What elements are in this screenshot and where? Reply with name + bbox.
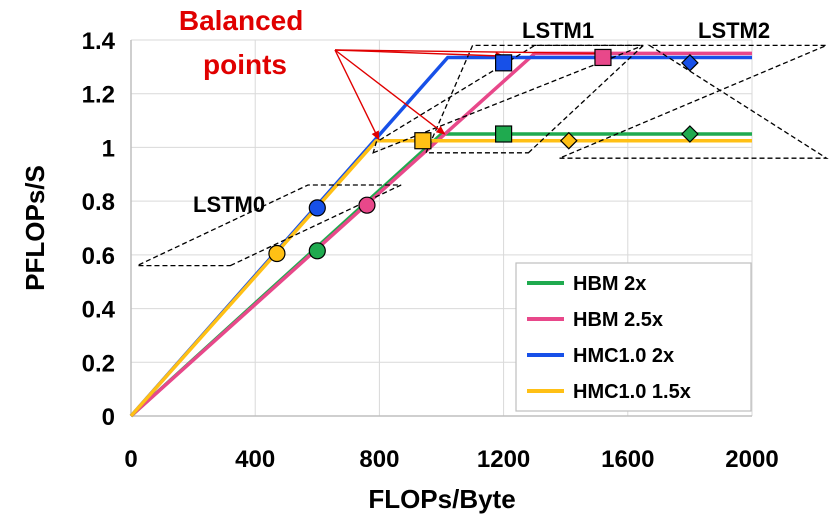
lstm1-region: [372, 44, 644, 154]
lstm1-region-inner: [425, 44, 645, 154]
marker-square: [594, 48, 612, 67]
balanced-arrow: [334, 49, 380, 141]
legend-label: HMC1.0 1.5x: [573, 381, 691, 403]
marker-circle: [358, 196, 376, 214]
lstm2-label: LSTM2: [698, 18, 770, 43]
y-tick-label: 0.6: [82, 243, 115, 270]
balanced-points-label: Balanced points: [179, 5, 311, 80]
x-tick-label: 0: [124, 446, 137, 473]
balanced-arrow: [334, 49, 446, 135]
marker-square: [414, 132, 432, 150]
series-line: [129, 138, 752, 418]
marker-circle: [308, 242, 326, 260]
y-tick-label: 1: [102, 135, 115, 162]
y-tick-label: 0.8: [82, 189, 115, 216]
x-tick-label: 1600: [601, 446, 654, 473]
x-tick-label: 2000: [725, 446, 778, 473]
lstm2-region: [559, 44, 829, 159]
x-tick-label: 800: [359, 446, 399, 473]
legend-label: HMC1.0 2x: [573, 345, 674, 367]
legend-box: [515, 262, 752, 412]
legend: HBM 2x HBM 2.5x HMC1.0 2x HMC1.0 1.5x: [515, 262, 752, 412]
series-markers: [268, 48, 699, 263]
y-tick-label: 1.4: [82, 28, 116, 55]
axes: 0 400 800 1200 1600 2000 0 0.2 0.4 0.6 0.8 1 1.2 1.4: [82, 28, 779, 473]
lstm0-label: LSTM0: [193, 192, 265, 217]
marker-diamond: [681, 125, 699, 143]
marker-square: [495, 125, 513, 143]
x-tick-label: 1200: [477, 446, 530, 473]
y-tick-label: 0.4: [82, 297, 116, 324]
legend-label: HBM 2x: [573, 273, 646, 295]
marker-circle: [268, 244, 286, 263]
legend-label: HBM 2.5x: [573, 309, 663, 331]
annotation-shapes: [136, 44, 829, 267]
y-tick-label: 1.2: [82, 82, 115, 109]
marker-square: [495, 54, 513, 72]
lstm1-label: LSTM1: [522, 18, 594, 43]
grid-lines: [131, 39, 753, 416]
marker-diamond: [681, 53, 699, 72]
y-tick-label: 0: [102, 404, 115, 431]
y-axis-title: PFLOPs/S: [20, 165, 50, 291]
marker-diamond: [559, 131, 578, 150]
balanced-arrow: [334, 49, 608, 58]
marker-circle: [308, 199, 326, 217]
x-tick-label: 400: [235, 446, 275, 473]
lstm0-region: [136, 184, 402, 267]
y-tick-label: 0.2: [82, 350, 115, 377]
x-axis-title: FLOPs/Byte: [368, 484, 515, 514]
series-line: [129, 51, 752, 418]
